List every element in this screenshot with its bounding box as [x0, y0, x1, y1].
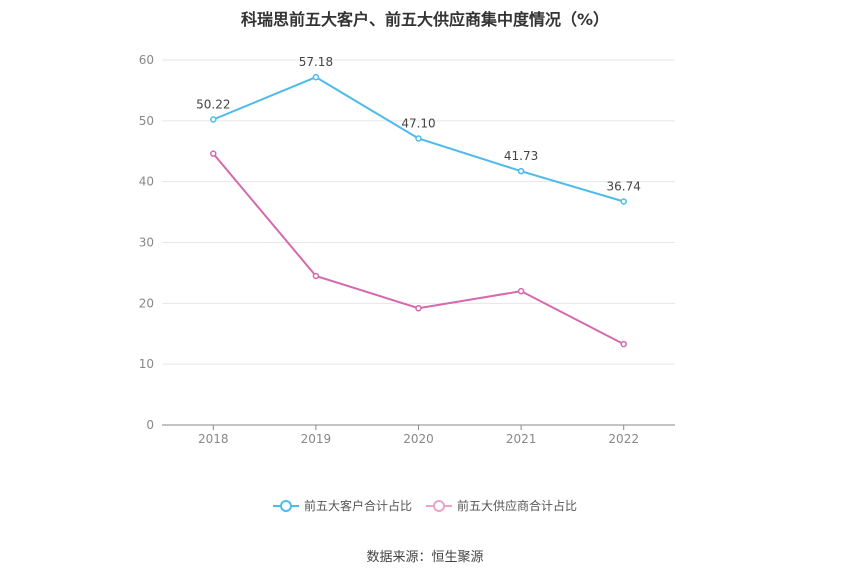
legend: 前五大客户合计占比 前五大供应商合计占比	[0, 497, 850, 514]
data-label-s0-2019: 57.18	[299, 55, 333, 69]
x-tick-label-2020: 2020	[403, 432, 434, 446]
x-tick-label-2019: 2019	[301, 432, 332, 446]
legend-marker-customers-icon	[272, 499, 299, 512]
data-point-s0-2019[interactable]	[312, 73, 320, 81]
x-tick-label-2018: 2018	[198, 432, 229, 446]
y-tick-label-40: 40	[139, 175, 154, 189]
data-point-s1-2021[interactable]	[517, 287, 525, 295]
legend-item-customers[interactable]: 前五大客户合计占比	[272, 497, 412, 514]
y-tick-label-30: 30	[139, 236, 154, 250]
data-point-s0-2022[interactable]	[620, 198, 627, 205]
y-tick-label-0: 0	[146, 418, 154, 432]
legend-label-customers: 前五大客户合计占比	[303, 499, 412, 513]
data-point-s1-2018[interactable]	[210, 150, 217, 157]
data-point-s0-2021[interactable]	[517, 167, 525, 175]
data-label-s0-2018: 50.22	[196, 97, 230, 111]
y-tick-label-10: 10	[139, 357, 154, 371]
legend-label-suppliers: 前五大供应商合计占比	[457, 499, 578, 513]
data-point-s0-2018[interactable]	[210, 116, 217, 123]
data-label-s0-2021: 41.73	[504, 149, 538, 163]
data-label-s0-2020: 47.10	[401, 116, 435, 130]
y-tick-label-60: 60	[139, 53, 154, 67]
y-tick-label-50: 50	[139, 114, 154, 128]
legend-marker-suppliers-icon	[426, 499, 452, 512]
chart-title: 科瑞思前五大客户、前五大供应商集中度情况（%）	[240, 10, 610, 29]
data-point-s1-2020[interactable]	[415, 304, 422, 312]
data-point-s0-2020[interactable]	[415, 135, 422, 142]
data-label-s0-2022: 36.74	[607, 179, 641, 193]
x-tick-label-2021: 2021	[506, 432, 537, 446]
data-source: 数据来源：恒生聚源	[366, 550, 484, 565]
legend-item-suppliers[interactable]: 前五大供应商合计占比	[426, 497, 577, 514]
data-point-s1-2019[interactable]	[312, 272, 320, 280]
data-point-s1-2022[interactable]	[620, 340, 627, 348]
x-tick-label-2022: 2022	[608, 432, 639, 446]
y-tick-label-20: 20	[139, 296, 154, 310]
